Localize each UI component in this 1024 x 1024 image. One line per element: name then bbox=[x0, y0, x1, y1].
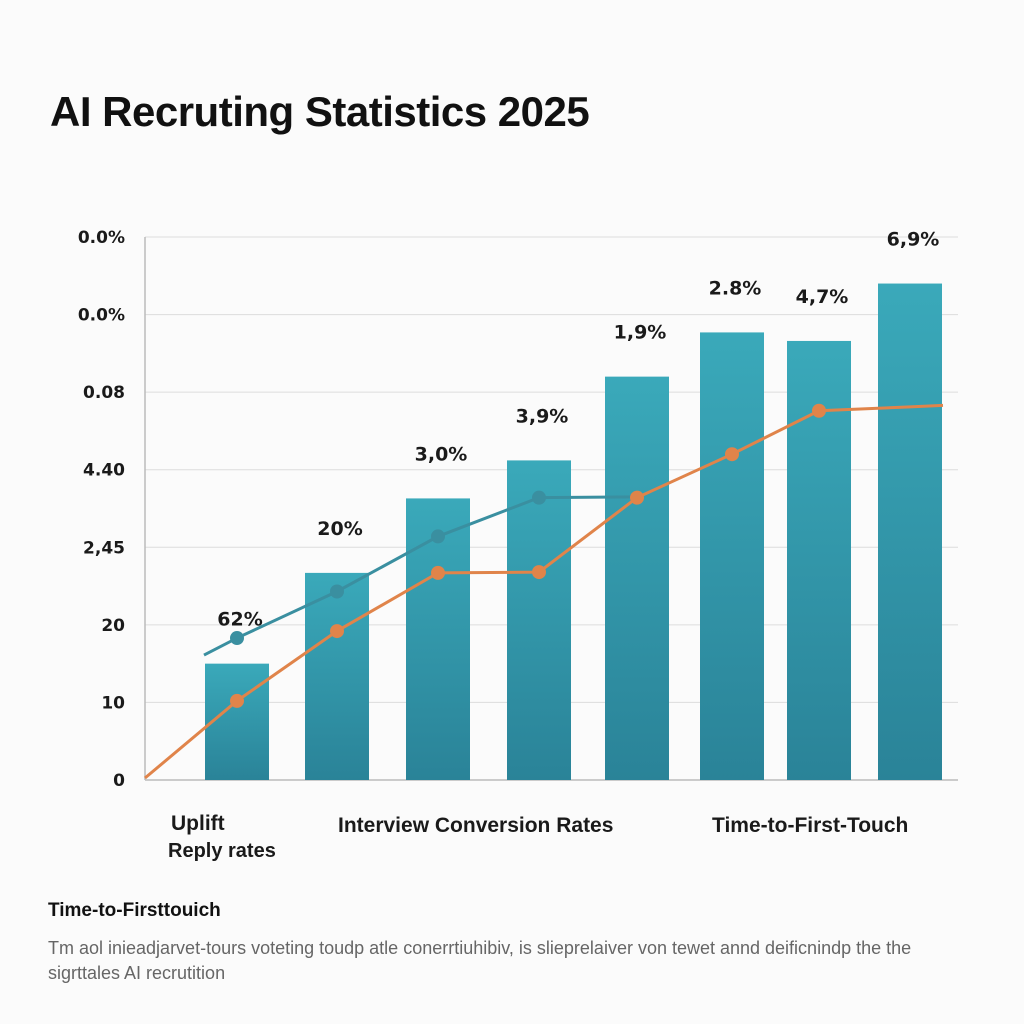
line-point bbox=[330, 624, 344, 639]
line-point bbox=[812, 403, 826, 418]
line-point bbox=[230, 693, 244, 708]
bar bbox=[878, 283, 942, 780]
line-series-2 bbox=[144, 403, 944, 780]
bar bbox=[305, 572, 369, 780]
bar-data-label: 1,9% bbox=[614, 322, 667, 344]
line-point bbox=[725, 447, 739, 462]
footer-subtitle: Time-to-Firsttouich bbox=[48, 900, 221, 921]
chart-title: AI Recruting Statistics 2025 bbox=[50, 88, 590, 135]
bar-data-label: 3,0% bbox=[415, 443, 468, 465]
y-tick-label: 0 bbox=[113, 771, 125, 791]
y-tick-label: 0.0% bbox=[78, 306, 125, 326]
bar bbox=[700, 332, 764, 780]
y-tick-label: 0.0% bbox=[78, 228, 125, 248]
line-point bbox=[532, 565, 546, 580]
x-label-uplift: Uplift bbox=[171, 812, 225, 835]
line-point bbox=[431, 565, 445, 580]
footer-description: Tm aol inieadjarvet-tours voteting toudp… bbox=[48, 938, 912, 983]
x-label-time-to-first-touch: Time-to-First-Touch bbox=[712, 814, 909, 837]
y-tick-label: 0.08 bbox=[83, 383, 125, 403]
bar bbox=[605, 376, 669, 780]
bar-data-label: 4,7% bbox=[796, 286, 849, 308]
bar-data-label: 2.8% bbox=[709, 277, 762, 299]
bar-data-label: 20% bbox=[317, 518, 362, 540]
y-tick-label: 10 bbox=[101, 693, 125, 713]
bar bbox=[507, 460, 571, 780]
line-point bbox=[630, 490, 644, 505]
bar-data-label: 3,9% bbox=[516, 405, 569, 427]
bar-data-label: 62% bbox=[217, 609, 262, 631]
y-tick-label: 20 bbox=[101, 616, 125, 636]
y-tick-label: 2,45 bbox=[83, 538, 125, 558]
line-point bbox=[532, 490, 546, 505]
bar-data-label: 6,9% bbox=[887, 229, 940, 251]
line-point bbox=[431, 529, 445, 544]
bar bbox=[205, 663, 269, 780]
y-tick-label: 4.40 bbox=[83, 461, 125, 481]
line-point bbox=[230, 631, 244, 646]
x-label-interview-conversion: Interview Conversion Rates bbox=[338, 814, 614, 837]
line-point bbox=[330, 584, 344, 599]
bar bbox=[406, 498, 470, 780]
x-label-reply-rates: Reply rates bbox=[168, 840, 276, 862]
